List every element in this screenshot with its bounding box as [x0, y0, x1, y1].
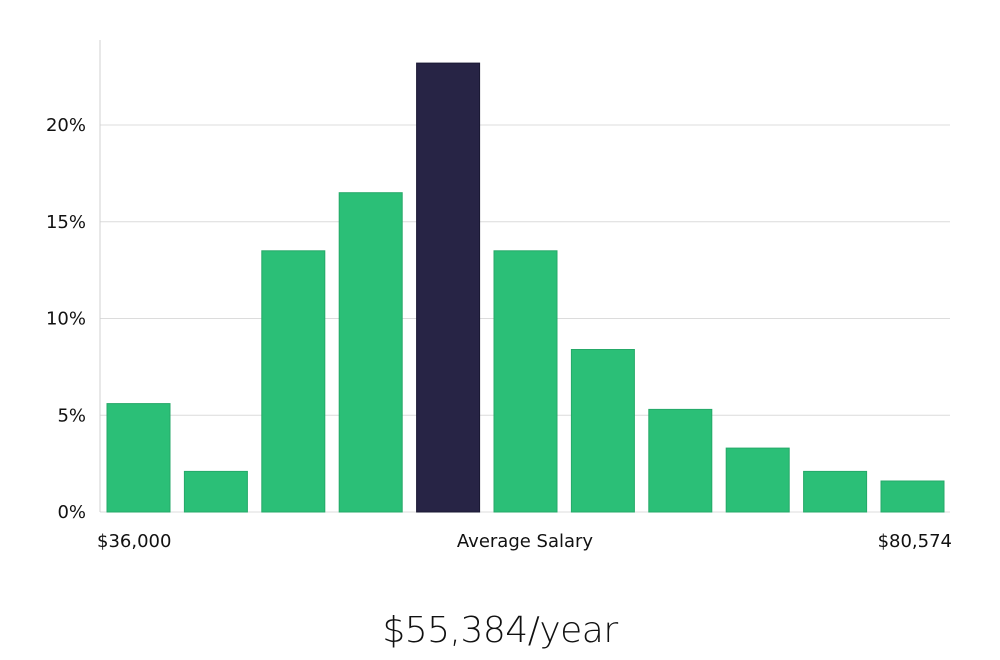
salary-bar: [880, 480, 945, 513]
average-salary-bar: [416, 62, 481, 513]
salary-bar: [183, 470, 248, 513]
y-axis-ticks: 0% 5% 10% 15% 20%: [46, 115, 86, 523]
salary-bar: [803, 470, 868, 513]
bars: [106, 62, 945, 513]
x-min-label: $36,000: [97, 531, 171, 552]
x-average-label: Average Salary: [457, 531, 594, 552]
salary-bar: [338, 192, 403, 513]
y-tick-label: 15%: [46, 212, 86, 233]
y-tick-label: 20%: [46, 115, 86, 136]
salary-histogram: 0% 5% 10% 15% 20% $36,000 Average Salary $80…: [46, 40, 952, 552]
salary-bar: [648, 408, 713, 513]
y-tick-label: 5%: [57, 405, 86, 426]
salary-bar: [493, 250, 558, 513]
y-tick-label: 0%: [57, 502, 86, 523]
y-tick-label: 10%: [46, 309, 86, 330]
salary-bar: [261, 250, 326, 513]
salary-bar: [106, 403, 171, 513]
salary-bar: [725, 447, 790, 513]
average-salary-value: $55,384/year: [382, 610, 618, 651]
salary-bar: [570, 349, 635, 513]
x-max-label: $80,574: [878, 531, 952, 552]
